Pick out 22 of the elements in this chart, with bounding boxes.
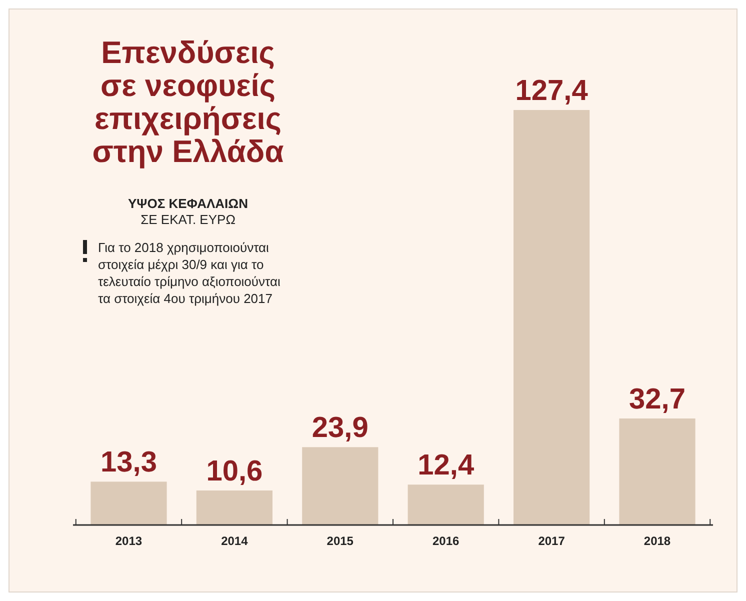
data-label: 10,6 [206,455,263,488]
data-label: 13,3 [100,446,157,479]
x-tick-label: 2013 [115,534,142,548]
bar [408,484,484,525]
annotation: Για το 2018 χρησιμοποιούνται στοιχεία μέχρι 30/9 και για το τελευταίο τρίμηνο αξιοποιούνται τα στοιχεία 4ου τριμήνου 2017 [98,240,280,306]
bar [619,418,696,525]
data-label: 32,7 [629,383,686,416]
x-tick-label: 2018 [644,534,671,548]
chart-title: Επενδύσεις σε νεοφυείς επιχειρήσεις στην Ελλάδα [92,35,284,169]
text: ΥΨΟΣ ΚΕΦΑΛΑΙΩΝ [128,196,248,211]
bar [90,482,167,525]
data-label: 23,9 [312,412,368,444]
data-label: 127,4 [515,75,588,107]
bar [514,110,590,525]
y-axis-title: ΣΕ ΕΚΑΤ. ΕΥΡΩ [140,212,236,227]
data-label: 12,4 [418,450,474,482]
bar [302,447,378,525]
x-tick-label: 2015 [326,534,354,548]
x-tick-label: 2016 [432,534,460,548]
bar [196,490,272,525]
x-tick-label: 2014 [221,534,248,548]
x-tick-label: 2017 [538,534,566,548]
